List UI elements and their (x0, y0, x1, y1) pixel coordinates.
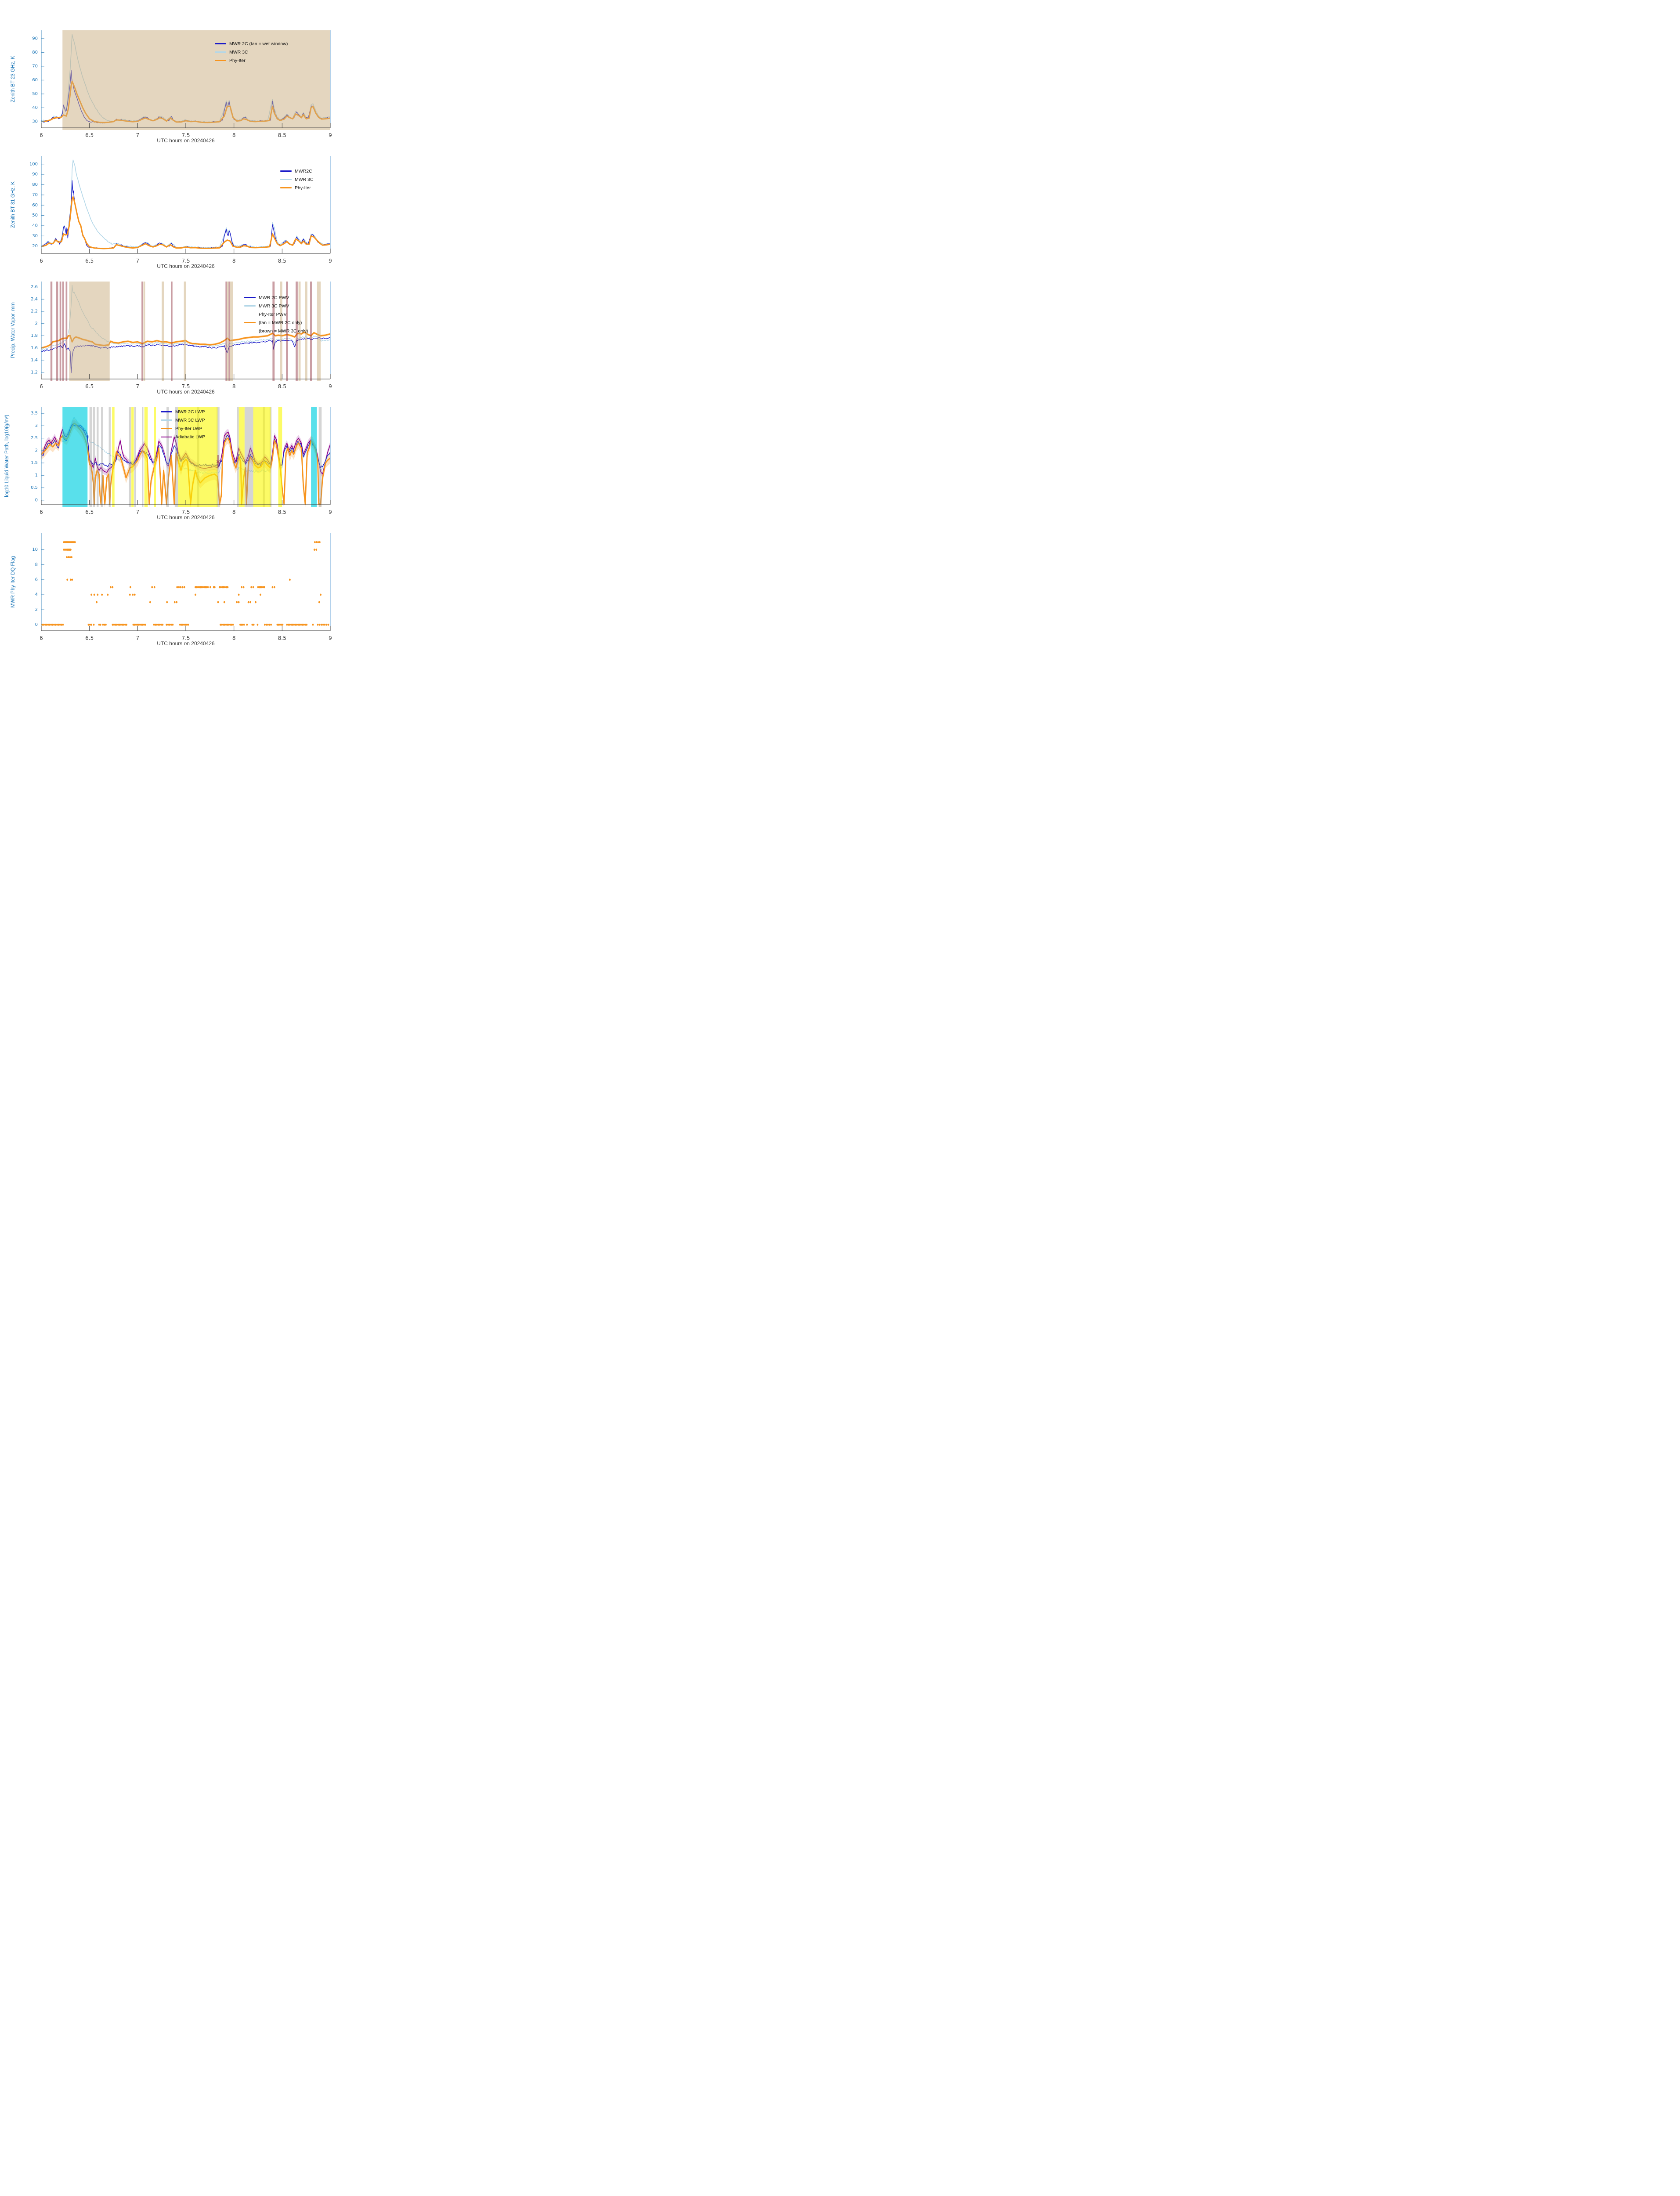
panel-bt23-ylabel: Zenith BT 23 GHz, K (11, 56, 16, 102)
legend-label: MWR 2C LWP (175, 409, 205, 415)
legend-label: Adiabatic LWP (175, 434, 206, 440)
legend-line-swatch (161, 427, 172, 430)
panel-bt23-xlabel: UTC hours on 20240426 (157, 137, 215, 144)
legend-line-swatch (280, 170, 292, 172)
legend-item: (brown = MWR 3C only) (244, 327, 308, 335)
panel-bt23-legend: MWR 2C (tan = wet window) MWR 3C Phy-Iter (215, 40, 288, 65)
legend-line-swatch (161, 419, 172, 421)
legend-label: Phy-Iter (229, 58, 246, 63)
legend-item: MWR 3C (215, 48, 288, 56)
panel-bt31-canvas (0, 151, 420, 266)
legend-line-swatch (244, 297, 256, 298)
legend-label: Phy-Iter PWV (259, 311, 287, 317)
legend-item: MWR 3C LWP (161, 416, 205, 424)
legend-item: Adiabatic LWP (161, 433, 205, 441)
legend-item: MWR 2C LWP (161, 408, 205, 416)
panel-bt23-canvas (0, 25, 420, 140)
figure: Zenith BT 23 GHz, K Zenith BT 31 GHz, K … (0, 0, 420, 659)
panel-bt31-ylabel: Zenith BT 31 GHz, K (11, 181, 16, 228)
panel-dqflag-canvas (0, 528, 420, 643)
legend-line-swatch (215, 51, 226, 53)
legend-line-swatch (161, 411, 172, 412)
panel-lwp-canvas (0, 402, 420, 517)
legend-item: (tan = MWR 2C only) (244, 318, 308, 327)
legend-label: MWR2C (295, 168, 312, 174)
panel-lwp-legend: MWR 2C LWP MWR 3C LWP Phy-Iter LWP Adiabati… (161, 408, 205, 441)
panel-dqflag-xlabel: UTC hours on 20240426 (157, 640, 215, 647)
panel-bt31-xlabel: UTC hours on 20240426 (157, 263, 215, 269)
legend-item: MWR2C (280, 167, 314, 175)
legend-label: MWR 3C (229, 49, 248, 55)
legend-label: (brown = MWR 3C only) (259, 328, 308, 334)
legend-item: MWR 2C (tan = wet window) (215, 40, 288, 48)
legend-line-swatch (280, 179, 292, 180)
legend-line-swatch (244, 321, 256, 324)
legend-item: Phy-Iter (280, 184, 314, 192)
legend-label: MWR 3C LWP (175, 417, 205, 423)
legend-label: (tan = MWR 2C only) (259, 320, 302, 325)
legend-item: Phy-Iter LWP (161, 424, 205, 433)
panel-pwv-canvas (0, 276, 420, 391)
panel-bt31-legend: MWR2C MWR 3C Phy-Iter (280, 167, 314, 192)
panel-dqflag-ylabel: MWR Phy Iter DQ Flag (11, 556, 16, 608)
legend-line-swatch (215, 59, 226, 61)
legend-item: MWR 3C PWV (244, 302, 308, 310)
legend-line-swatch (215, 43, 226, 44)
legend-item: Phy-Iter (215, 56, 288, 65)
legend-item: MWR 3C (280, 175, 314, 184)
legend-label: MWR 3C (295, 177, 314, 182)
legend-label: Phy-Iter (295, 185, 311, 191)
panel-lwp-ylabel: log10 Liquid Water Path, log10(g/m²) (4, 415, 10, 497)
legend-line-swatch (244, 305, 256, 307)
panel-pwv-ylabel: Precip. Water Vapor, mm (11, 302, 16, 358)
legend-line-swatch (280, 187, 292, 189)
panel-lwp-xlabel: UTC hours on 20240426 (157, 514, 215, 520)
legend-label: Phy-Iter LWP (175, 426, 202, 431)
legend-label: MWR 2C PWV (259, 295, 289, 300)
panel-pwv-legend: MWR 2C PWV MWR 3C PWV Phy-Iter PWV (tan = M… (244, 293, 308, 335)
legend-label: MWR 3C PWV (259, 303, 289, 309)
legend-item: MWR 2C PWV (244, 293, 308, 302)
legend-label: MWR 2C (tan = wet window) (229, 41, 288, 47)
legend-item: Phy-Iter PWV (244, 310, 308, 318)
panel-pwv-xlabel: UTC hours on 20240426 (157, 389, 215, 395)
